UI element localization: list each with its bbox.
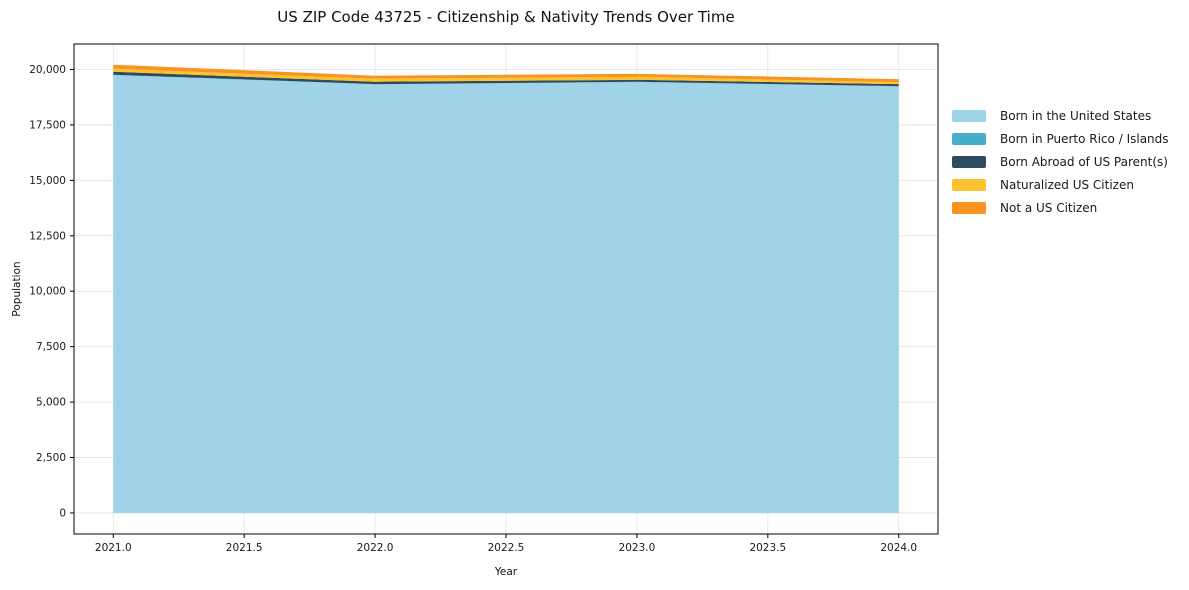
area-born-abroad-of-us-parent-s <box>113 71 899 87</box>
legend-swatch-icon <box>952 201 986 214</box>
legend-item: Not a US Citizen <box>952 196 1169 219</box>
legend-item: Naturalized US Citizen <box>952 173 1169 196</box>
x-tick-label: 2024.0 <box>880 542 917 554</box>
y-tick-label: 0 <box>59 507 66 519</box>
y-axis-label: Population <box>11 261 23 317</box>
y-tick-label: 15,000 <box>29 175 66 187</box>
legend-label: Born in Puerto Rico / Islands <box>1000 131 1169 146</box>
y-tick-label: 2,500 <box>36 452 66 464</box>
x-tick-label: 2021.5 <box>226 542 263 554</box>
legend-label: Born in the United States <box>1000 108 1152 123</box>
x-tick-label: 2021.0 <box>95 542 132 554</box>
y-tick-label: 5,000 <box>36 397 66 409</box>
legend-swatch-icon <box>952 109 986 122</box>
legend-swatch-icon <box>952 155 986 168</box>
x-tick-label: 2023.5 <box>749 542 786 554</box>
legend-item: Born Abroad of US Parent(s) <box>952 150 1169 173</box>
y-tick-label: 20,000 <box>29 64 66 76</box>
x-tick-label: 2022.0 <box>357 542 394 554</box>
chart-title: US ZIP Code 43725 - Citizenship & Nativi… <box>277 8 735 26</box>
area-naturalized-us-citizen <box>113 68 899 85</box>
legend-swatch-icon <box>952 132 986 145</box>
x-axis-label: Year <box>494 566 518 578</box>
legend-label: Naturalized US Citizen <box>1000 177 1134 192</box>
legend-item: Born in Puerto Rico / Islands <box>952 127 1169 150</box>
legend-label: Born Abroad of US Parent(s) <box>1000 154 1168 169</box>
area-not-a-us-citizen <box>113 64 899 83</box>
y-tick-label: 10,000 <box>29 286 66 298</box>
area-born-in-the-united-states <box>113 75 899 513</box>
x-tick-label: 2023.0 <box>619 542 656 554</box>
legend-label: Not a US Citizen <box>1000 200 1098 215</box>
y-tick-label: 7,500 <box>36 341 66 353</box>
legend: Born in the United States Born in Puerto … <box>952 104 1169 219</box>
x-tick-label: 2022.5 <box>488 542 525 554</box>
area-born-in-puerto-rico-islands <box>113 74 899 87</box>
y-tick-label: 17,500 <box>29 119 66 131</box>
legend-swatch-icon <box>952 178 986 191</box>
legend-item: Born in the United States <box>952 104 1169 127</box>
y-tick-label: 12,500 <box>29 230 66 242</box>
